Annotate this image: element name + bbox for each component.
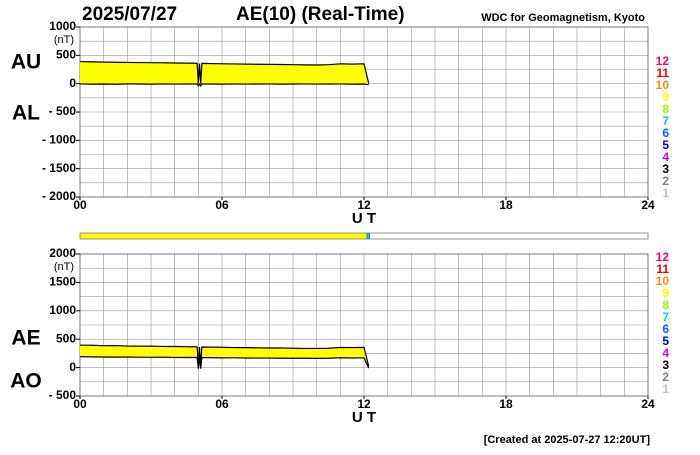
- y-tick-label: 0: [69, 76, 76, 90]
- y-tick-label: 0: [69, 360, 76, 374]
- x-tick-label: 18: [499, 198, 513, 212]
- hour-legend-label: 11: [656, 66, 669, 80]
- y-unit: (nT): [54, 261, 74, 273]
- y-tick-label: - 500: [49, 104, 77, 118]
- y-unit: (nT): [54, 34, 74, 46]
- index-title: AE(10) (Real-Time): [236, 4, 405, 25]
- strip-segment: [368, 233, 370, 239]
- hour-legend-label: 2: [662, 370, 669, 384]
- strip-segment: [80, 233, 367, 239]
- area-fill: [80, 345, 369, 369]
- y-tick-label: - 2000: [42, 189, 76, 203]
- series-line: [79, 60, 370, 84]
- hour-legend-label: 10: [656, 274, 670, 288]
- strip-frame: [79, 232, 649, 240]
- x-tick-label: 00: [73, 198, 87, 212]
- source: WDC for Geomagnetism, Kyoto: [481, 12, 645, 24]
- area-fill: [80, 61, 369, 86]
- hour-legend-label: 2: [662, 174, 669, 188]
- x-tick-label: 06: [215, 198, 229, 212]
- hour-legend-label: 5: [662, 334, 669, 348]
- hour-legend-label: 1: [662, 186, 669, 200]
- hour-legend-label: 10: [656, 78, 670, 92]
- x-axis-label: U T: [352, 409, 376, 426]
- x-tick-label: 06: [215, 397, 229, 411]
- hour-legend-label: 6: [662, 322, 669, 336]
- y-tick-label: 1000: [49, 303, 76, 317]
- y-tick-label: 500: [56, 331, 76, 345]
- hour-legend-label: 11: [656, 262, 669, 276]
- series-line: [79, 344, 370, 367]
- y-tick-label: - 1000: [42, 133, 76, 147]
- hour-legend-label: 3: [662, 162, 669, 176]
- y-tick-label: 1500: [49, 275, 76, 289]
- hour-legend-label: 7: [662, 114, 669, 128]
- series-label: AO: [10, 370, 42, 393]
- hour-legend-label: 1: [662, 382, 669, 396]
- hour-legend-label: 9: [662, 286, 669, 300]
- y-tick-label: 500: [56, 48, 76, 62]
- x-tick-label: 18: [499, 397, 513, 411]
- y-tick-label: - 500: [49, 388, 77, 402]
- hour-legend-label: 12: [656, 250, 670, 264]
- x-tick-label: 12: [357, 198, 371, 212]
- y-tick-label: - 1500: [42, 161, 76, 175]
- hour-legend-label: 9: [662, 90, 669, 104]
- strip-segment: [366, 233, 369, 239]
- hour-legend-label: 12: [656, 54, 670, 68]
- hour-legend-label: 6: [662, 126, 669, 140]
- series-label: AL: [12, 102, 40, 125]
- x-tick-label: 00: [73, 397, 87, 411]
- hour-legend-label: 7: [662, 310, 669, 324]
- x-axis-label: U T: [352, 210, 376, 227]
- footer: [Created at 2025-07-27 12:20UT]: [484, 434, 651, 446]
- hour-legend-label: 8: [662, 298, 669, 312]
- series-label: AE: [11, 327, 40, 350]
- series-line: [79, 356, 370, 369]
- hour-legend-label: 5: [662, 138, 669, 152]
- hour-legend-label: 4: [662, 346, 669, 360]
- hour-legend-label: 8: [662, 102, 669, 116]
- hour-legend-label: 4: [662, 150, 669, 164]
- series-label: AU: [11, 51, 41, 74]
- y-tick-label: 2000: [49, 246, 76, 260]
- series-line: [79, 82, 369, 88]
- x-tick-label: 12: [357, 397, 371, 411]
- hour-legend-label: 3: [662, 358, 669, 372]
- x-tick-label: 24: [641, 198, 655, 212]
- x-tick-label: 24: [641, 397, 655, 411]
- y-tick-label: 1000: [49, 19, 76, 33]
- date-title: 2025/07/27: [82, 4, 177, 25]
